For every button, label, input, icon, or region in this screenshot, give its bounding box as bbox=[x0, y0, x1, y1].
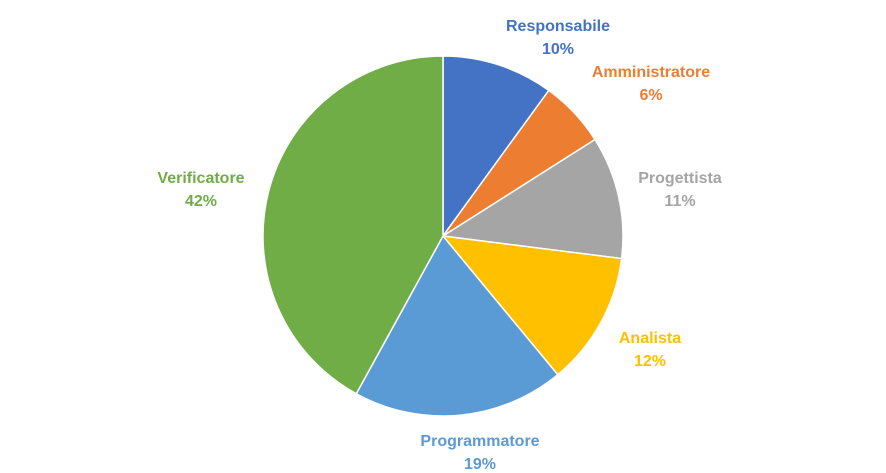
pie-slice-analista bbox=[441, 235, 623, 376]
data-label-name: Verificatore bbox=[157, 170, 244, 187]
data-label-name: Progettista bbox=[638, 170, 722, 187]
data-label-programmatore: Programmatore 19% bbox=[420, 433, 539, 473]
pie-slice-verificatore bbox=[262, 55, 444, 395]
data-label-value: 42% bbox=[185, 193, 217, 210]
data-label-name: Analista bbox=[619, 330, 681, 347]
data-label-value: 11% bbox=[664, 193, 695, 210]
data-label-progettista: Progettista 11% bbox=[638, 170, 722, 210]
pie-slice-responsabile bbox=[442, 55, 550, 239]
data-label-verificatore: Verificatore 42% bbox=[157, 170, 244, 210]
data-label-name: Amministratore bbox=[592, 64, 710, 81]
pie-slice-progettista bbox=[440, 138, 624, 260]
data-label-value: 6% bbox=[639, 87, 662, 104]
pie-slices bbox=[262, 55, 624, 417]
data-label-value: 12% bbox=[634, 353, 666, 370]
pie-labels: Responsabile 10% Amministratore 6% Progettis… bbox=[157, 18, 721, 473]
data-label-name: Programmatore bbox=[420, 433, 539, 450]
data-label-responsabile: Responsabile 10% bbox=[506, 18, 610, 58]
pie-slice-programmatore bbox=[355, 234, 559, 417]
data-label-analista: Analista 12% bbox=[619, 330, 681, 370]
data-label-name: Responsabile bbox=[506, 18, 610, 35]
data-label-value: 19% bbox=[464, 456, 496, 473]
data-label-amministratore: Amministratore 6% bbox=[592, 64, 710, 104]
data-label-value: 10% bbox=[542, 41, 574, 58]
